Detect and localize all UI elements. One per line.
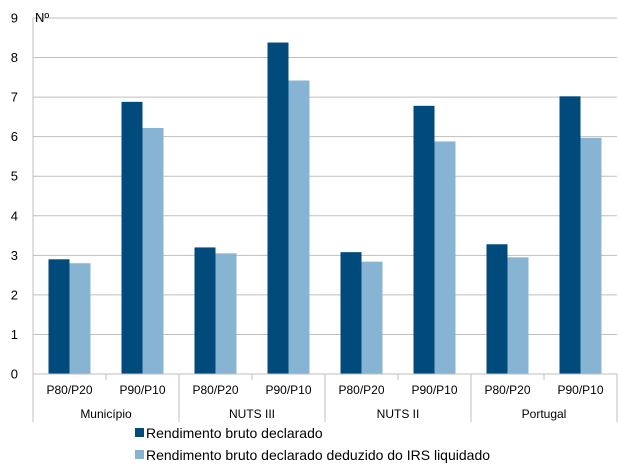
y-tick-label: 4 <box>11 208 18 223</box>
legend-swatch <box>135 450 144 459</box>
bar-series-2 <box>69 263 91 374</box>
bar-series-1 <box>340 252 362 374</box>
bar-series-1 <box>559 96 581 374</box>
bar-series-1 <box>413 105 435 375</box>
bar-series-2 <box>288 80 310 375</box>
bar-series-1 <box>48 259 70 374</box>
y-tick-label: 7 <box>11 90 18 105</box>
x-category-label: P90/P10 <box>119 383 165 397</box>
y-tick-label: 8 <box>11 50 18 65</box>
y-axis-unit-label: Nº <box>35 10 49 25</box>
legend: Rendimento bruto declarado Rendimento bru… <box>135 425 490 463</box>
legend-swatch <box>135 428 144 437</box>
bar-series-1 <box>486 244 508 374</box>
bar-series-1 <box>121 101 143 374</box>
group-labels: Município NUTS III NUTS II Portugal <box>80 407 566 421</box>
y-tick-labels: 0 1 2 3 4 5 6 7 8 9 <box>11 11 18 382</box>
bar-series-2 <box>142 127 164 374</box>
x-group-label: Município <box>80 407 132 421</box>
y-tick-label: 5 <box>11 169 18 184</box>
y-tick-label: 1 <box>11 327 18 342</box>
bar-series-2 <box>215 253 237 374</box>
x-category-label: P90/P10 <box>411 383 457 397</box>
x-category-label: P80/P20 <box>46 383 92 397</box>
bar-series-2 <box>507 257 529 374</box>
legend-entry-label: Rendimento bruto declarado deduzido do I… <box>146 447 490 463</box>
category-labels: P80/P20 P90/P10 P80/P20 P90/P10 P80/P20 P90/P… <box>46 383 603 397</box>
y-tick-label: 2 <box>11 287 18 302</box>
bar-series-1 <box>267 42 289 374</box>
axes <box>32 18 618 422</box>
legend-entry-label: Rendimento bruto declarado <box>146 425 323 441</box>
bars <box>48 42 602 375</box>
bar-series-2 <box>580 137 602 374</box>
bar-series-2 <box>434 141 456 374</box>
bar-series-2 <box>361 261 383 374</box>
x-group-label: NUTS III <box>229 407 275 421</box>
x-group-label: NUTS II <box>377 407 420 421</box>
grid-lines <box>33 17 617 335</box>
x-category-label: P80/P20 <box>484 383 530 397</box>
bar-series-1 <box>194 247 216 374</box>
x-group-label: Portugal <box>522 407 567 421</box>
y-tick-label: 0 <box>11 367 18 382</box>
x-category-label: P80/P20 <box>338 383 384 397</box>
x-category-label: P90/P10 <box>557 383 603 397</box>
x-category-label: P80/P20 <box>192 383 238 397</box>
y-tick-label: 9 <box>11 11 18 26</box>
x-category-label: P90/P10 <box>265 383 311 397</box>
y-tick-label: 3 <box>11 248 18 263</box>
y-tick-label: 6 <box>11 129 18 144</box>
